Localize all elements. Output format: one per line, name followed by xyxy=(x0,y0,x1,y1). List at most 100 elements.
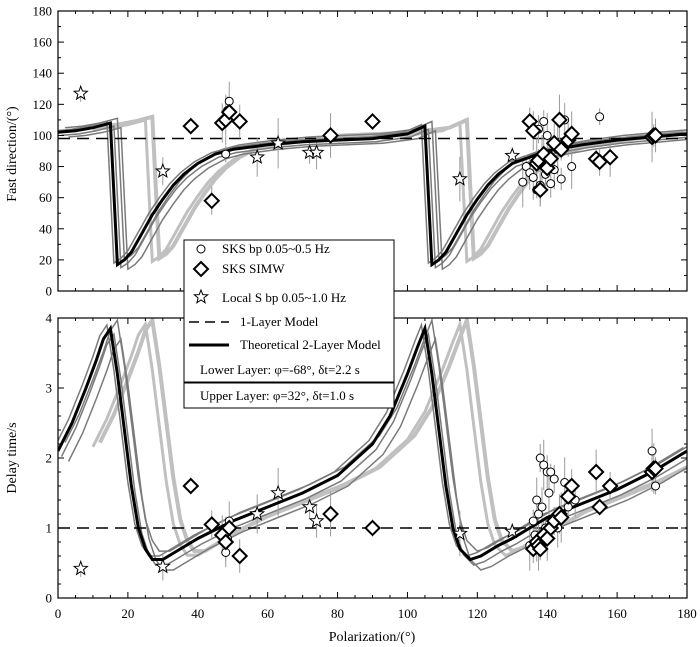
fast-direction-panel: 0 20 40 60 80 100 120 140 160 180 xyxy=(33,4,688,299)
legend-circle-icon xyxy=(196,244,206,254)
sks-bp-data-point xyxy=(595,112,605,122)
sks-simw-data-point xyxy=(231,547,249,565)
sks-bp-data-point xyxy=(567,162,577,172)
theoretical-2-layer-model-line xyxy=(58,121,687,268)
theoretical-2-layer-model-line xyxy=(58,322,687,562)
y-tick-label: 180 xyxy=(33,4,53,19)
sks-simw-data-point xyxy=(601,477,619,495)
local-s-data-point xyxy=(249,505,266,521)
sks-simw-data-point xyxy=(542,150,560,168)
local-s-data-point xyxy=(308,512,325,528)
sks-simw-data-point xyxy=(587,463,605,481)
sks-bp-data-point xyxy=(647,446,657,456)
x-tick-label: 120 xyxy=(468,606,488,621)
local-s-data-point xyxy=(154,162,171,179)
sks-simw-data-point xyxy=(552,509,570,526)
y-axis-label-fast-direction: Fast direction/(°) xyxy=(5,106,20,202)
sks-simw-data-point xyxy=(364,113,381,130)
local-s-data-point xyxy=(72,560,89,576)
sks-bp-data-point xyxy=(546,179,556,189)
sks-simw-data-point xyxy=(647,127,664,144)
y-tick-label: 0 xyxy=(46,284,53,299)
y-tick-label: 20 xyxy=(39,252,52,267)
legend-entry-sks-bp: SKS bp 0.05~0.5 Hz xyxy=(222,241,330,256)
y-tick-label: 60 xyxy=(39,190,52,205)
legend-entry-1-layer: 1-Layer Model xyxy=(240,314,319,329)
sks-simw-data-point xyxy=(322,127,339,144)
legend-diamond-icon xyxy=(192,260,210,278)
sks-simw-data-point xyxy=(591,498,609,516)
sks-bp-data-point xyxy=(537,502,547,512)
sks-simw-data-point xyxy=(531,540,549,558)
sks-simw-data-point xyxy=(217,533,235,551)
sks-simw-data-point xyxy=(563,125,581,143)
local-s-data-point xyxy=(249,148,266,165)
sks-simw-data-point xyxy=(559,488,577,505)
sks-simw-data-point xyxy=(535,145,553,163)
x-tick-label: 80 xyxy=(331,606,344,621)
x-tick-label: 0 xyxy=(55,606,62,621)
sks-bp-data-point xyxy=(533,509,543,519)
local-s-data-point xyxy=(72,84,89,101)
sks-simw-data-point xyxy=(563,477,581,495)
sks-bp-data-point xyxy=(221,149,231,159)
sks-simw-data-point xyxy=(203,516,221,533)
sks-bp-data-point xyxy=(556,174,566,184)
sks-simw-data-point xyxy=(524,122,542,140)
x-tick-label: 100 xyxy=(398,606,418,621)
sks-bp-data-point xyxy=(528,172,538,182)
sks-bp-data-point xyxy=(532,495,542,505)
x-axis-label-polarization: Polarization/(°) xyxy=(329,630,416,645)
local-s-data-point xyxy=(451,525,468,541)
sks-simw-data-point xyxy=(220,103,238,121)
local-s-data-point xyxy=(270,134,287,151)
y-tick-label: 1 xyxy=(46,521,53,536)
x-tick-label: 20 xyxy=(121,606,134,621)
sks-simw-data-point xyxy=(182,117,200,135)
x-tick-label: 140 xyxy=(537,606,557,621)
sks-simw-data-point xyxy=(203,192,221,210)
y-tick-label: 80 xyxy=(39,159,52,174)
y-tick-label: 100 xyxy=(33,128,53,143)
x-tick-label: 40 xyxy=(191,606,204,621)
sks-simw-data-point xyxy=(647,460,664,477)
sks-bp-data-point xyxy=(539,460,549,470)
plot-area xyxy=(58,318,687,581)
sks-simw-data-point xyxy=(551,111,568,129)
sks-simw-data-point xyxy=(220,519,238,537)
sks-simw-data-point xyxy=(552,141,570,158)
local-s-data-point xyxy=(308,144,325,160)
local-s-data-point xyxy=(301,498,318,514)
sks-simw-data-point xyxy=(601,148,619,166)
legend-entry-sks-simw: SKS SIMW xyxy=(222,261,285,276)
model-ensemble-curve xyxy=(58,322,684,557)
sks-simw-data-point xyxy=(231,113,249,130)
sks-bp-data-point xyxy=(549,474,559,484)
model-ensemble-curve xyxy=(68,126,687,271)
legend-note-box xyxy=(183,382,395,409)
sks-bp-data-point xyxy=(539,116,549,126)
sks-simw-data-point xyxy=(182,477,200,495)
sks-bp-data-point xyxy=(542,130,552,140)
x-tick-label: 60 xyxy=(261,606,274,621)
model-ensemble-curve xyxy=(61,125,687,270)
y-tick-label: 40 xyxy=(39,221,52,236)
legend-star-icon xyxy=(192,288,210,304)
local-s-data-point xyxy=(451,170,468,186)
sks-simw-data-point xyxy=(531,181,549,199)
sks-bp-data-point xyxy=(544,488,554,498)
legend-entry-local-s: Local S bp 0.05~1.0 Hz xyxy=(222,290,346,305)
y-tick-label: 3 xyxy=(46,381,53,396)
sks-bp-data-point xyxy=(651,481,661,491)
plot-area xyxy=(58,81,687,271)
y-tick-label: 2 xyxy=(46,451,53,466)
sks-bp-data-point xyxy=(546,467,556,477)
legend-entry-2-layer: Theoretical 2-Layer Model xyxy=(240,337,381,352)
model-ensemble-curve xyxy=(60,331,687,566)
sks-bp-data-point xyxy=(518,177,528,187)
legend-note-upper-layer: Upper Layer: φ=32°, δt=1.0 s xyxy=(200,388,354,403)
sks-simw-data-point xyxy=(322,505,339,523)
sks-bp-data-point xyxy=(528,516,538,526)
local-s-data-point xyxy=(504,147,521,163)
